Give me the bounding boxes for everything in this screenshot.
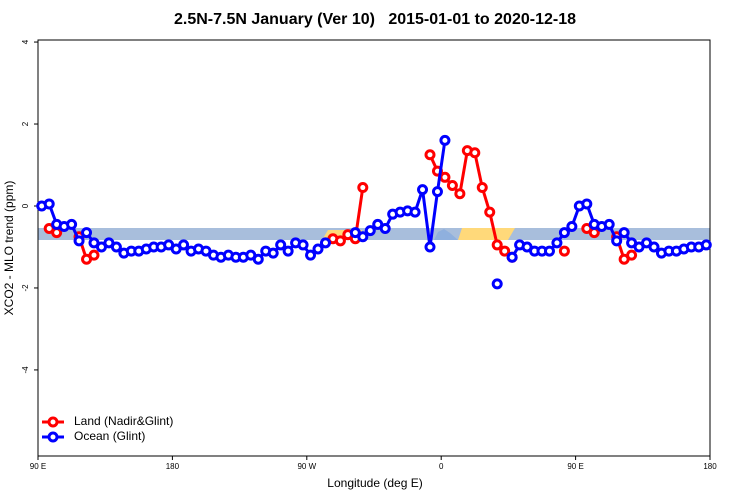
land-band — [458, 228, 515, 240]
x-tick-label: 180 — [166, 462, 180, 471]
y-tick-label: -4 — [21, 366, 30, 374]
y-tick-label: 0 — [21, 203, 30, 208]
point — [357, 231, 369, 243]
point — [178, 239, 190, 251]
point — [81, 227, 93, 239]
point — [305, 249, 317, 261]
point — [252, 253, 264, 265]
point — [439, 171, 451, 183]
point — [275, 239, 287, 251]
point — [110, 241, 122, 253]
point — [446, 179, 458, 191]
point — [469, 147, 481, 159]
x-tick-label: 90 E — [30, 462, 46, 471]
point — [543, 245, 555, 257]
point — [424, 241, 436, 253]
x-tick-label: 180 — [703, 462, 717, 471]
point — [454, 188, 466, 200]
point — [417, 184, 429, 196]
point — [558, 245, 570, 257]
x-axis-label: Longitude (deg E) — [327, 476, 422, 490]
point — [491, 239, 503, 251]
point — [73, 235, 85, 247]
point — [484, 206, 496, 218]
point — [88, 249, 100, 261]
chart-title: 2.5N-7.5N January (Ver 10) 2015-01-01 to… — [174, 11, 576, 28]
point — [581, 198, 593, 210]
legend-label: Land (Nadir&Glint) — [74, 414, 173, 428]
point — [476, 182, 488, 194]
y-tick-label: -2 — [21, 284, 30, 292]
point — [312, 243, 324, 255]
point — [282, 245, 294, 257]
point — [364, 225, 376, 237]
point — [66, 218, 78, 230]
point — [618, 227, 630, 239]
point — [611, 235, 623, 247]
point — [334, 235, 346, 247]
point — [297, 239, 309, 251]
point — [409, 206, 421, 218]
series-line — [41, 140, 707, 262]
point — [43, 198, 55, 210]
point — [566, 220, 578, 232]
point — [424, 149, 436, 161]
x-tick-label: 0 — [439, 462, 444, 471]
point — [439, 134, 451, 146]
point — [506, 251, 518, 263]
point — [357, 182, 369, 194]
y-tick-label: 4 — [21, 39, 30, 44]
point — [626, 249, 638, 261]
legend-marker — [47, 416, 59, 428]
point — [431, 186, 443, 198]
ocean-band — [434, 229, 458, 240]
point — [499, 245, 511, 257]
point — [267, 247, 279, 259]
legend-label: Ocean (Glint) — [74, 429, 145, 443]
point — [551, 237, 563, 249]
point — [700, 239, 712, 251]
y-axis-label: XCO2 - MLO trend (ppm) — [2, 181, 16, 316]
point — [319, 237, 331, 249]
point — [379, 223, 391, 235]
point — [558, 227, 570, 239]
point — [603, 218, 615, 230]
y-tick-label: 2 — [21, 121, 30, 126]
legend-marker — [47, 431, 59, 443]
point — [491, 278, 503, 290]
x-tick-label: 90 E — [567, 462, 583, 471]
x-tick-label: 90 W — [297, 462, 316, 471]
point — [648, 241, 660, 253]
